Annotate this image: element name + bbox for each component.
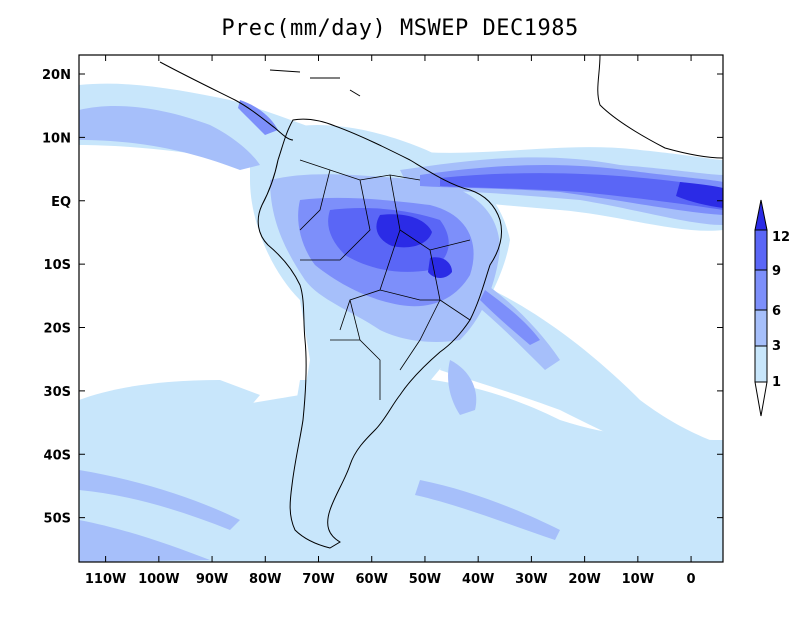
y-tick-label: 50S bbox=[44, 512, 71, 527]
x-tick-label: 20W bbox=[568, 572, 600, 587]
colorbar: 12 9 6 3 1 bbox=[754, 199, 790, 417]
colorbar-label-6: 6 bbox=[772, 304, 781, 319]
south-america-coastline bbox=[257, 118, 503, 549]
precip-extreme-east-brazil bbox=[428, 257, 452, 278]
x-tick-label: 10W bbox=[622, 572, 654, 587]
y-axis-ticks: 20N 10N EQ 10S 20S 30S 40S 50S bbox=[42, 68, 723, 527]
west-africa-coastline bbox=[597, 55, 723, 159]
central-america-coastline bbox=[159, 61, 294, 141]
precip-extreme-amazon bbox=[376, 214, 432, 248]
colorbar-box-6-9 bbox=[754, 269, 768, 311]
y-tick-label: 10S bbox=[44, 258, 71, 273]
precip-heavy-sacz bbox=[480, 290, 540, 345]
precip-field bbox=[79, 83, 723, 562]
colorbar-box-1-3 bbox=[754, 345, 768, 383]
colorbar-label-9: 9 bbox=[772, 264, 781, 279]
precip-medium-southern-band-3 bbox=[415, 480, 560, 540]
coastlines bbox=[159, 55, 723, 549]
precip-light-southwest bbox=[79, 380, 260, 440]
precip-very-heavy-itcz bbox=[440, 173, 723, 210]
y-tick-label: 10N bbox=[42, 131, 71, 146]
y-tick-label: 20S bbox=[44, 322, 71, 337]
x-tick-label: 60W bbox=[356, 572, 388, 587]
x-tick-label: 90W bbox=[196, 572, 228, 587]
y-tick-label: 40S bbox=[44, 448, 71, 463]
precip-heavy-central-america bbox=[238, 100, 278, 135]
x-tick-label: 40W bbox=[462, 572, 494, 587]
precip-light-west-coast bbox=[278, 380, 320, 540]
x-tick-label: 80W bbox=[249, 572, 281, 587]
precip-medium-south-atlantic bbox=[448, 360, 477, 415]
x-tick-label: 100W bbox=[138, 572, 179, 587]
x-tick-label: 50W bbox=[409, 572, 441, 587]
x-axis-ticks: 110W 100W 90W 80W 70W 60W 50W 40W 30W 20W 10W 0 bbox=[85, 55, 696, 587]
x-tick-label: 0 bbox=[687, 572, 696, 587]
colorbar-label-1: 1 bbox=[772, 375, 781, 390]
colorbar-extend-min bbox=[754, 381, 768, 417]
precip-extreme-itcz bbox=[676, 182, 723, 208]
x-tick-label: 110W bbox=[85, 572, 126, 587]
map-frame bbox=[78, 54, 724, 563]
x-tick-label: 30W bbox=[515, 572, 547, 587]
country-borders bbox=[299, 159, 471, 400]
x-tick-label: 70W bbox=[302, 572, 334, 587]
colorbar-label-3: 3 bbox=[772, 339, 781, 354]
precip-medium-pacific bbox=[79, 105, 260, 170]
colorbar-extend-max bbox=[754, 199, 768, 231]
colorbar-box-3-6 bbox=[754, 309, 768, 347]
caribbean-islands bbox=[269, 69, 361, 97]
y-tick-label: 30S bbox=[44, 385, 71, 400]
precip-light-south bbox=[79, 376, 723, 562]
precip-medium-southern-band-1 bbox=[79, 470, 240, 530]
y-tick-label: 20N bbox=[42, 68, 71, 83]
precip-medium-southern-band-2 bbox=[79, 520, 210, 562]
colorbar-label-12: 12 bbox=[772, 230, 790, 245]
y-tick-label: EQ bbox=[51, 195, 71, 210]
map-title: Prec(mm/day) MSWEP DEC1985 bbox=[221, 16, 579, 41]
colorbar-box-9-12 bbox=[754, 229, 768, 271]
